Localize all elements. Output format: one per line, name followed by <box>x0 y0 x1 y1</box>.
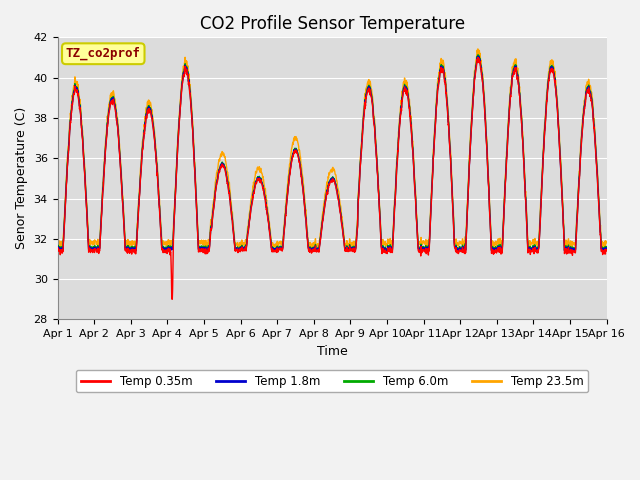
X-axis label: Time: Time <box>317 345 348 358</box>
Legend: Temp 0.35m, Temp 1.8m, Temp 6.0m, Temp 23.5m: Temp 0.35m, Temp 1.8m, Temp 6.0m, Temp 2… <box>76 370 588 393</box>
Title: CO2 Profile Sensor Temperature: CO2 Profile Sensor Temperature <box>200 15 465 33</box>
Text: TZ_co2prof: TZ_co2prof <box>66 47 141 60</box>
Y-axis label: Senor Temperature (C): Senor Temperature (C) <box>15 107 28 250</box>
